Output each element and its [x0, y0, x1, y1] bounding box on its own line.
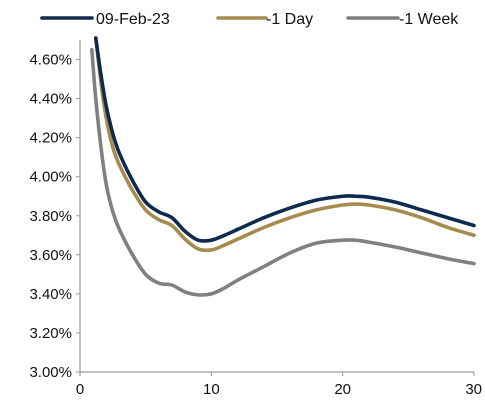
- series-line-1-day: [96, 38, 474, 250]
- y-tick-label: 4.60%: [29, 52, 72, 69]
- x-tick-label: 20: [334, 381, 351, 398]
- legend-label: 09-Feb-23: [96, 11, 170, 28]
- series-layer: [92, 38, 474, 295]
- legend-item-1-day: -1 Day: [218, 11, 313, 28]
- legend-label: -1 Day: [266, 11, 313, 28]
- legend-item-09-feb-23: 09-Feb-23: [42, 11, 170, 28]
- axes: 3.00% 3.20% 3.40% 3.60% 3.80% 4.00% 4.20% 4.40%…: [29, 40, 482, 398]
- legend-label: -1 Week: [399, 11, 459, 28]
- y-tick-label: 3.40%: [29, 286, 72, 303]
- series-line-09-feb-23: [96, 38, 474, 241]
- y-tick-label: 4.40%: [29, 91, 72, 108]
- legend-item-1-week: -1 Week: [348, 11, 459, 28]
- y-tick-label: 4.20%: [29, 130, 72, 147]
- y-tick-label: 3.20%: [29, 325, 72, 342]
- x-tick-label: 10: [203, 381, 220, 398]
- y-tick-label: 4.00%: [29, 169, 72, 186]
- y-tick-label: 3.00%: [29, 364, 72, 381]
- x-tick-label: 30: [465, 381, 482, 398]
- y-tick-label: 3.80%: [29, 208, 72, 225]
- y-tick-label: 3.60%: [29, 247, 72, 264]
- series-line-1-week: [92, 50, 474, 295]
- x-tick-label: 0: [76, 381, 84, 398]
- legend: 09-Feb-23 -1 Day -1 Week: [42, 11, 459, 28]
